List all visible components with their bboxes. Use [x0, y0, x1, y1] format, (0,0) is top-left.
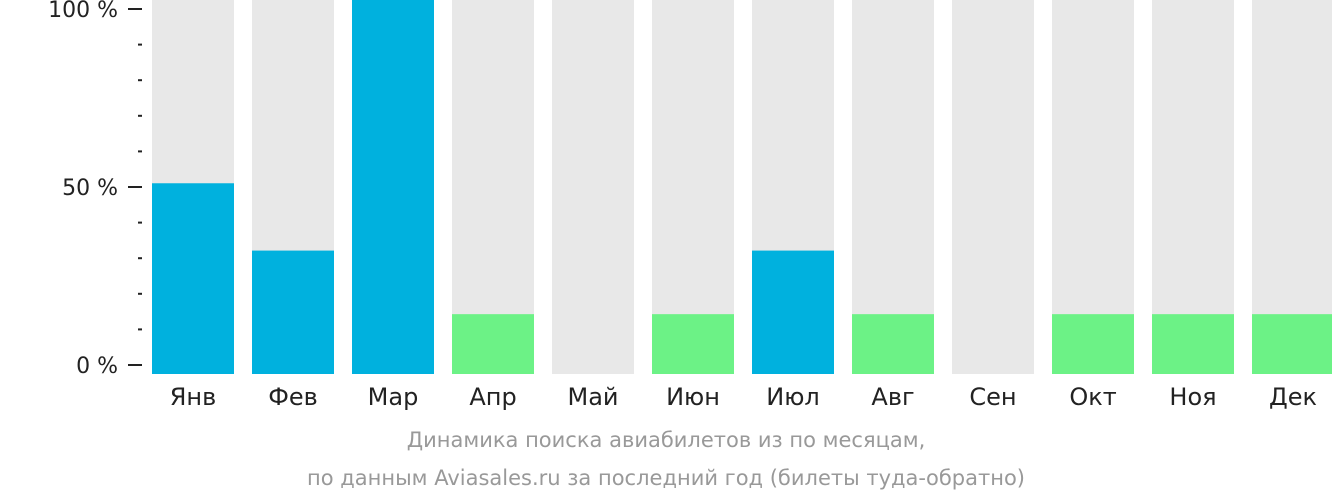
- x-tick-label: Июн: [666, 383, 720, 411]
- bar-background: [552, 0, 634, 374]
- y-tick-label: 100 %: [48, 0, 118, 23]
- bar: [1052, 314, 1134, 374]
- x-axis: Янв Фев Мар Апр Май Июн Июл Авг Сен Окт Ноя Дек: [170, 383, 1317, 411]
- data-bars: [152, 0, 1332, 374]
- y-axis: 100 % 50 % 0 %: [48, 0, 142, 379]
- bar: [152, 183, 234, 374]
- background-bars: [152, 0, 1332, 374]
- bar-background: [1252, 0, 1332, 374]
- y-tick-label: 50 %: [62, 176, 118, 201]
- chart-caption-line-1: Динамика поиска авиабилетов из по месяца…: [406, 428, 926, 452]
- bar-background: [652, 0, 734, 374]
- x-tick-label: Апр: [469, 383, 516, 411]
- x-tick-label: Дек: [1269, 383, 1317, 411]
- x-tick-label: Мар: [368, 383, 419, 411]
- bar-background: [452, 0, 534, 374]
- bar: [352, 0, 434, 374]
- bar-background: [1152, 0, 1234, 374]
- bar: [252, 250, 334, 374]
- bar: [652, 314, 734, 374]
- x-tick-label: Сен: [969, 383, 1016, 411]
- bar: [452, 314, 534, 374]
- bar-chart: 100 % 50 % 0 % Янв Фев Мар Апр Май Июн Июл Авг Сен…: [48, 0, 1332, 411]
- bar-background: [1052, 0, 1134, 374]
- x-tick-label: Авг: [871, 383, 914, 411]
- x-tick-label: Май: [567, 383, 618, 411]
- bar: [1252, 314, 1332, 374]
- bar: [1152, 314, 1234, 374]
- y-tick-label: 0 %: [76, 354, 118, 379]
- x-tick-label: Июл: [766, 383, 820, 411]
- x-tick-label: Окт: [1069, 383, 1116, 411]
- x-tick-label: Ноя: [1169, 383, 1216, 411]
- x-tick-label: Янв: [170, 383, 217, 411]
- bar: [852, 314, 934, 374]
- bar-background: [952, 0, 1034, 374]
- bar: [752, 250, 834, 374]
- x-tick-label: Фев: [268, 383, 318, 411]
- chart-caption-line-2: по данным Aviasales.ru за последний год …: [307, 466, 1025, 490]
- bar-background: [852, 0, 934, 374]
